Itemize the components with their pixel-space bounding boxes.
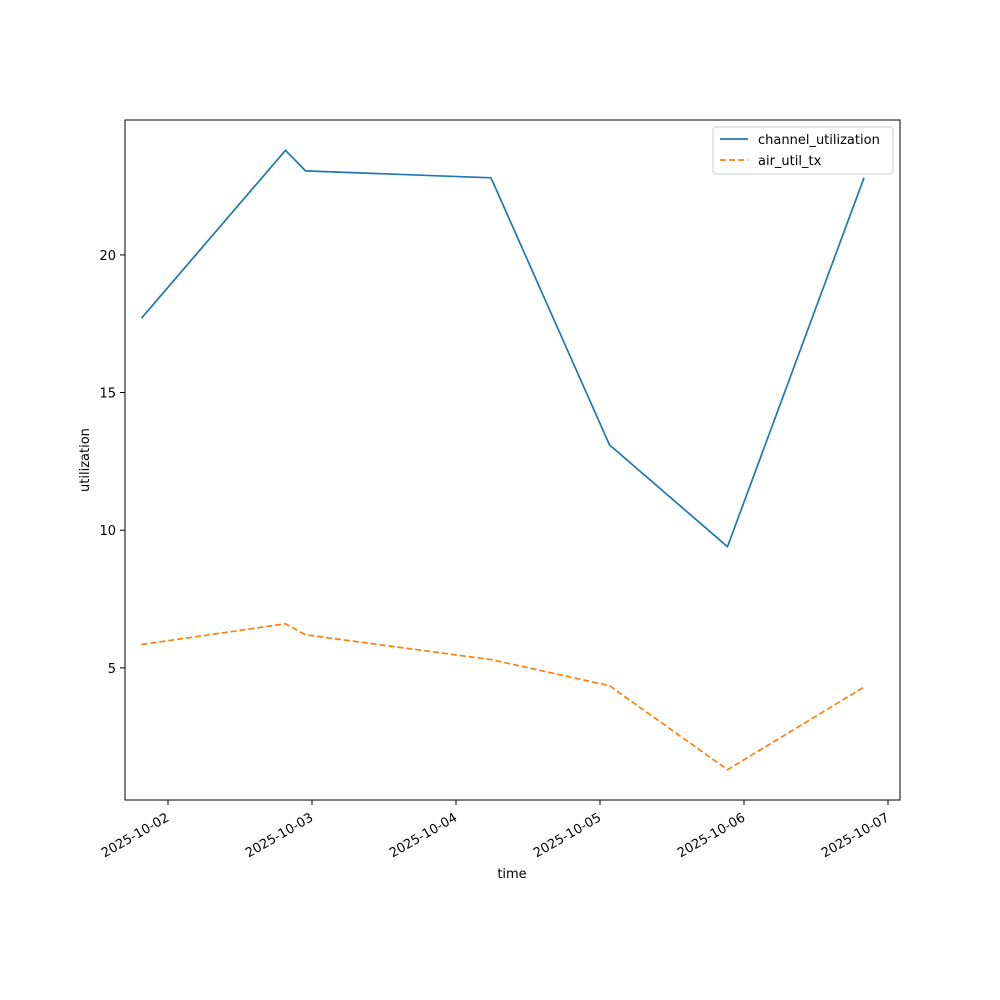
plot-area: [140, 149, 865, 771]
series-line-channel-utilization: [140, 149, 865, 548]
x-axis-label: time: [497, 867, 526, 882]
y-tick-label: 10: [99, 524, 116, 539]
y-axis: 5 10 15 20: [99, 249, 125, 677]
legend-label-air-util-tx: air_util_tx: [758, 154, 822, 169]
axes-frame: [124, 119, 901, 801]
legend-box: [712, 126, 894, 175]
series-line-air-util-tx: [141, 622, 865, 771]
y-tick-label: 5: [108, 662, 116, 677]
legend: channel_utilization air_util_tx: [712, 126, 894, 175]
y-tick-label: 20: [99, 249, 116, 264]
y-axis-label: utilization: [78, 428, 93, 492]
y-tick-label: 15: [99, 387, 116, 402]
legend-label-channel-utilization: channel_utilization: [758, 133, 880, 148]
